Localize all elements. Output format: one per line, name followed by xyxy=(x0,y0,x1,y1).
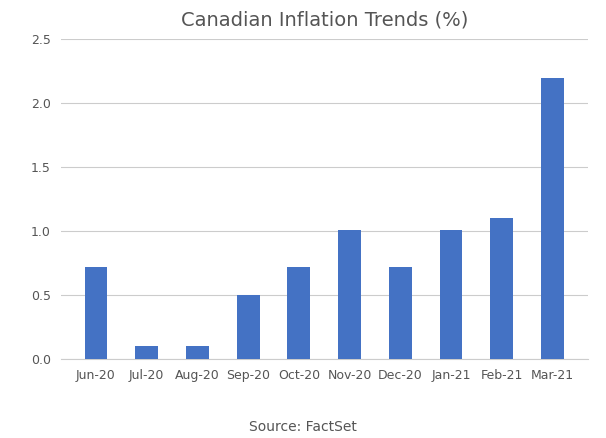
Bar xyxy=(338,230,361,359)
Bar xyxy=(186,346,209,359)
Bar xyxy=(490,219,513,359)
Bar xyxy=(389,267,411,359)
Bar xyxy=(237,295,259,359)
Bar xyxy=(135,346,158,359)
Bar xyxy=(85,267,107,359)
Bar xyxy=(287,267,310,359)
Text: Source: FactSet: Source: FactSet xyxy=(249,420,357,434)
Bar xyxy=(541,78,564,359)
Title: Canadian Inflation Trends (%): Canadian Inflation Trends (%) xyxy=(181,11,468,29)
Bar xyxy=(439,230,462,359)
